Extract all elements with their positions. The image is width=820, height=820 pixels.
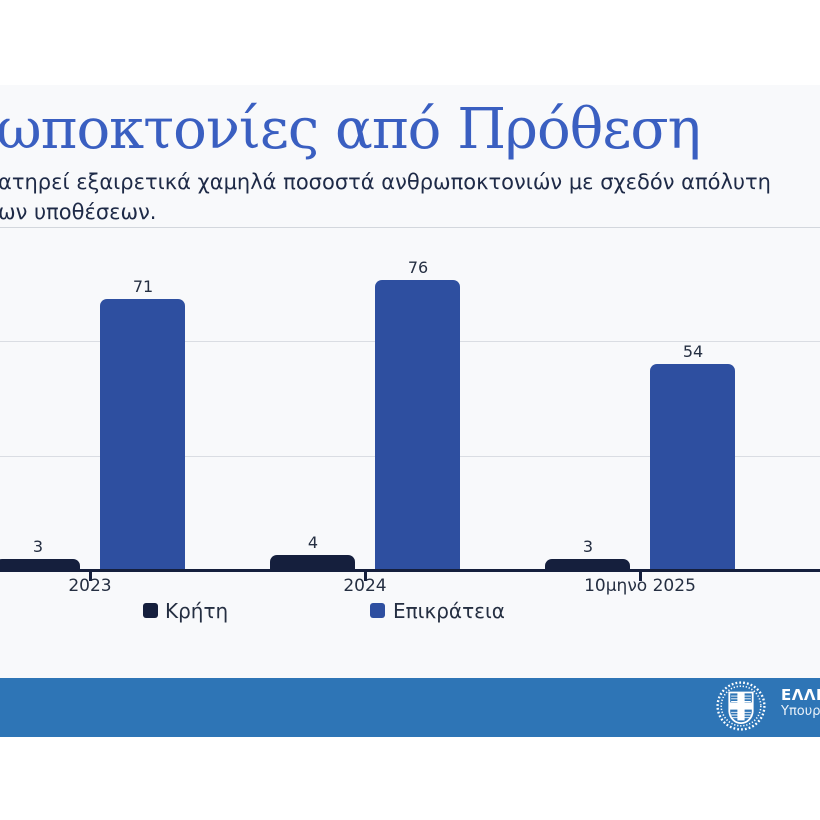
- x-tick-2024: [364, 572, 367, 581]
- legend-label-Κρήτη: Κρήτη: [165, 599, 229, 623]
- bar-Κρήτη-10μηνο 2025: [545, 559, 630, 570]
- bar-Κρήτη-2024: [270, 555, 355, 570]
- footer-org-text: ΕΛΛΗ: [781, 686, 820, 704]
- wreath-outer-ring: [716, 681, 766, 731]
- value-label-Κρήτη-2024: 4: [307, 533, 319, 552]
- value-label-Επικράτεια-2024: 76: [407, 258, 429, 277]
- slide-title: ωποκτονίες από Πρόθεση: [0, 97, 701, 162]
- x-label-10μηνο 2025: 10μηνο 2025: [584, 576, 696, 596]
- value-label-Επικράτεια-2023: 71: [132, 277, 154, 296]
- slide-subtitle-line2: ων υποθέσεων.: [0, 200, 157, 224]
- x-axis-line: [0, 569, 820, 572]
- section-divider: [0, 227, 820, 228]
- legend-swatch-Επικράτεια: [370, 603, 385, 618]
- slide-subtitle: ατηρεί εξαιρετικά χαμηλά ποσοστά ανθρωπο…: [0, 167, 818, 227]
- value-label-Επικράτεια-10μηνο 2025: 54: [682, 342, 704, 361]
- footer-ministry-text: Υπουρ: [781, 704, 820, 719]
- x-tick-10μηνο 2025: [639, 572, 642, 581]
- bar-Κρήτη-2023: [0, 559, 80, 570]
- value-label-Κρήτη-2023: 3: [32, 537, 44, 556]
- x-label-2023: 2023: [68, 576, 112, 596]
- legend-swatch-Κρήτη: [143, 603, 158, 618]
- wreath-inner-ring: [720, 685, 762, 727]
- x-label-2024: 2024: [343, 576, 387, 596]
- footer-band: [0, 678, 820, 737]
- legend-label-Επικράτεια: Επικράτεια: [393, 599, 505, 623]
- x-tick-2023: [89, 572, 92, 581]
- cross-horizontal: [729, 702, 753, 710]
- bar-Επικράτεια-10μηνο 2025: [650, 364, 735, 570]
- slide-subtitle-line1: ατηρεί εξαιρετικά χαμηλά ποσοστά ανθρωπο…: [0, 170, 771, 194]
- shield-outline: [728, 691, 754, 725]
- bar-Επικράτεια-2023: [100, 299, 185, 570]
- greek-government-emblem-icon: [716, 681, 766, 731]
- bar-Επικράτεια-2024: [375, 280, 460, 570]
- value-label-Κρήτη-10μηνο 2025: 3: [582, 537, 594, 556]
